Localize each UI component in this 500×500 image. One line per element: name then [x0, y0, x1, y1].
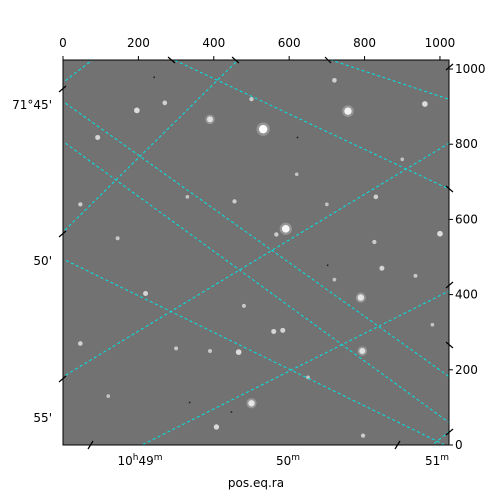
- dec-grid-line: [431, 430, 449, 445]
- star: [78, 341, 83, 346]
- world-tick: [445, 63, 454, 71]
- world-tick: [324, 56, 332, 64]
- world-tick: [167, 56, 176, 64]
- top-tick-label: 600: [278, 36, 301, 50]
- star: [248, 400, 255, 407]
- star: [373, 194, 379, 200]
- top-pixel-axis: 0 200 400 600 800 1000: [59, 36, 455, 60]
- star: [249, 96, 254, 102]
- star: [271, 328, 277, 334]
- top-tick-label: 400: [202, 36, 225, 50]
- star: [232, 199, 237, 204]
- dark-speck: [188, 401, 191, 404]
- star: [207, 116, 214, 123]
- star: [332, 77, 337, 83]
- right-tick-label: 1000: [455, 62, 486, 76]
- star: [106, 394, 111, 398]
- star: [280, 327, 286, 333]
- star: [437, 230, 443, 237]
- top-tick-label: 1000: [425, 36, 456, 50]
- star: [274, 232, 279, 237]
- top-tick-label: 800: [353, 36, 376, 50]
- star: [115, 236, 120, 241]
- image-area: [63, 60, 449, 445]
- ra-tick: [87, 440, 94, 450]
- world-tick: [445, 428, 454, 436]
- dec-tick-label: 55': [33, 411, 52, 425]
- dec-grid-line: [140, 290, 449, 445]
- right-tick-label: 200: [455, 363, 478, 377]
- star: [143, 290, 149, 296]
- right-pixel-axis: 0 200 400 600 800 1000: [449, 62, 486, 452]
- dec-grid-line: [63, 142, 449, 378]
- world-tick: [231, 56, 240, 64]
- star: [241, 303, 246, 308]
- star: [332, 277, 337, 282]
- star: [208, 349, 213, 353]
- top-tick-label: 200: [127, 36, 150, 50]
- star: [134, 107, 140, 114]
- star: [325, 202, 329, 207]
- star: [294, 172, 299, 177]
- dec-tick-label: 71°45': [12, 98, 52, 112]
- star: [185, 195, 190, 199]
- star: [357, 294, 364, 301]
- dec-tick: [58, 375, 67, 383]
- star: [359, 347, 366, 355]
- dec-grid-line: [63, 60, 239, 233]
- star: [400, 157, 405, 162]
- star: [413, 273, 418, 278]
- ra-tick-label: 10h49m: [117, 453, 162, 468]
- star: [213, 424, 220, 430]
- ra-tick: [394, 440, 401, 450]
- right-tick-label: 800: [455, 137, 478, 151]
- star: [78, 202, 83, 207]
- star: [281, 224, 290, 233]
- dark-speck: [326, 264, 329, 267]
- specks-layer: [153, 76, 329, 413]
- star: [422, 101, 428, 107]
- bottom-ra-axis: 10h49m 50m 51m: [87, 440, 449, 468]
- ra-grid-line: [63, 258, 446, 445]
- ra-grid-line: [63, 100, 449, 378]
- star: [372, 239, 377, 245]
- star: [235, 349, 242, 355]
- star: [360, 433, 366, 438]
- dec-tick-label: 50': [33, 254, 52, 268]
- dec-grid-line: [63, 60, 94, 84]
- star: [95, 134, 101, 140]
- dark-speck: [230, 411, 233, 413]
- dark-speck: [153, 76, 155, 79]
- ra-tick-label: 51m: [425, 453, 449, 468]
- ra-grid-line: [173, 60, 449, 190]
- star: [174, 346, 179, 351]
- ra-grid-line: [329, 60, 449, 100]
- top-tick-label: 0: [59, 36, 67, 50]
- image-background: [63, 60, 449, 445]
- dec-tick: [58, 230, 67, 238]
- ra-grid-line: [63, 140, 449, 424]
- coordinate-grid: [63, 60, 449, 445]
- stars-layer: [78, 77, 443, 438]
- world-tick: [445, 185, 454, 193]
- right-tick-label: 600: [455, 212, 478, 226]
- right-tick-label: 400: [455, 288, 478, 302]
- star: [344, 107, 352, 115]
- ra-tick-label: 50m: [276, 453, 300, 468]
- dark-speck: [296, 136, 299, 139]
- star: [258, 124, 268, 134]
- right-tick-label: 0: [455, 438, 463, 452]
- left-dec-axis: 71°45' 50' 55': [12, 56, 454, 436]
- star: [379, 265, 385, 271]
- star: [430, 322, 435, 327]
- world-tick: [445, 341, 454, 349]
- x-axis-title: pos.eq.ra: [228, 476, 284, 490]
- world-tick: [445, 281, 454, 289]
- dec-tick: [58, 85, 67, 93]
- plot-frame: [62, 59, 450, 446]
- star: [162, 100, 168, 106]
